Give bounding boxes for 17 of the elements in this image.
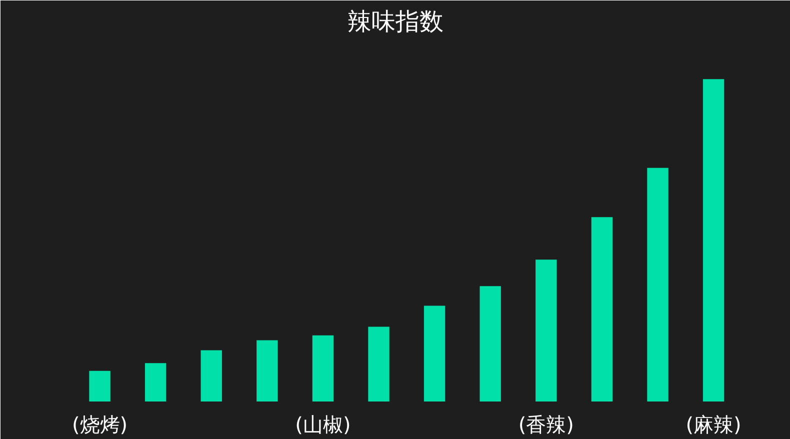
bar [647, 168, 668, 402]
bar [536, 260, 557, 402]
bar [144, 363, 166, 402]
bar [256, 340, 278, 402]
bar [368, 326, 390, 402]
bar [200, 350, 222, 402]
x-tick-label: (香辣) [518, 412, 574, 436]
bar [312, 335, 334, 402]
chart-title: 辣味指数 [348, 8, 444, 36]
x-tick-label: (麻辣) [686, 412, 742, 436]
bar [591, 217, 613, 402]
x-tick-label: (山椒) [295, 412, 351, 436]
bar [702, 79, 724, 402]
bar [480, 286, 501, 402]
x-tick-label: (烧烤) [72, 412, 128, 436]
bar [89, 370, 110, 402]
bar [424, 306, 446, 402]
